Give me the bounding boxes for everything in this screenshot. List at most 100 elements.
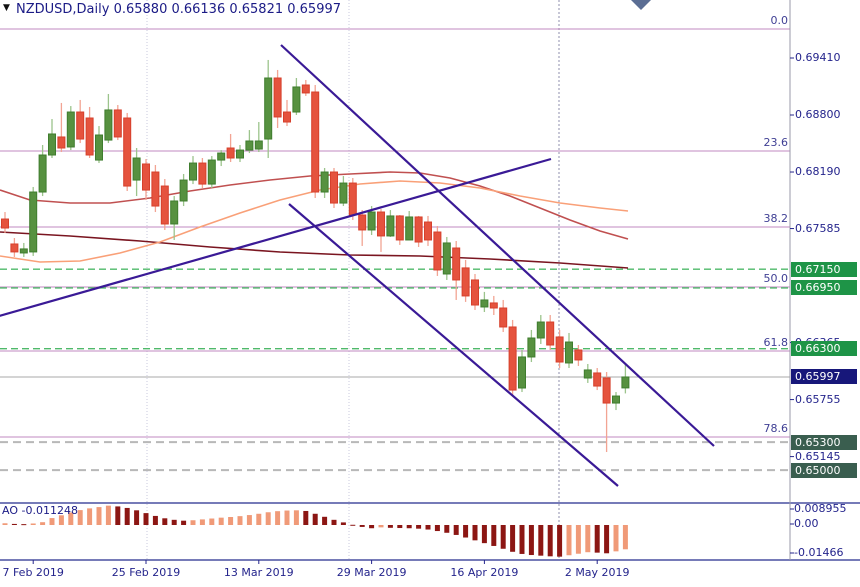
candle-body <box>395 215 404 241</box>
ao-histogram-bar <box>21 524 27 526</box>
candle-body <box>301 84 310 94</box>
ao-histogram-bar <box>284 510 290 525</box>
candle-body <box>442 242 451 275</box>
candle-body <box>29 191 38 253</box>
candle-body <box>489 302 498 309</box>
ao-histogram-bar <box>538 525 544 556</box>
candle-body <box>527 337 536 358</box>
ao-histogram-bar <box>547 525 553 557</box>
ao-histogram-bar <box>228 517 234 525</box>
candle-body <box>123 117 132 187</box>
candle-body <box>536 321 545 339</box>
candle-body <box>292 86 301 113</box>
ao-histogram-bar <box>566 525 572 556</box>
candle-body <box>311 91 320 193</box>
ao-histogram-bar <box>519 525 525 554</box>
ao-histogram-bar <box>585 525 591 553</box>
ao-histogram-bar <box>246 515 252 525</box>
ao-histogram-bar <box>528 525 534 556</box>
candle-body <box>245 140 254 151</box>
ao-histogram-bar <box>293 510 299 525</box>
ao-histogram-bar <box>604 525 610 554</box>
ao-histogram-bar <box>331 519 337 525</box>
candle-body <box>160 185 169 225</box>
candle-body <box>48 133 56 156</box>
ao-histogram-bar <box>622 525 628 550</box>
ao-histogram-bar <box>115 506 121 525</box>
candle-body <box>198 162 207 185</box>
ao-histogram-bar <box>340 522 346 525</box>
candle-body <box>480 299 489 308</box>
ao-histogram-bar <box>134 510 140 525</box>
ao-histogram-bar <box>406 525 412 529</box>
candle-body <box>1 218 9 229</box>
candle-body <box>57 136 66 149</box>
ao-histogram-bar <box>369 525 375 529</box>
candle-body <box>330 171 338 204</box>
candle-body <box>85 117 94 156</box>
ao-histogram-bar <box>199 519 205 525</box>
ao-histogram-bar <box>2 523 8 525</box>
ao-histogram-bar <box>162 518 168 525</box>
ao-histogram-bar <box>58 515 64 525</box>
candle-body <box>593 372 602 387</box>
ao-histogram-bar <box>87 508 93 525</box>
ao-histogram-bar <box>453 525 459 535</box>
ao-histogram-bar <box>481 525 487 544</box>
ao-histogram-bar <box>378 525 384 528</box>
candle-body <box>386 215 395 237</box>
trendline <box>0 157 552 317</box>
candle-body <box>38 154 47 193</box>
ao-histogram-bar <box>557 525 563 557</box>
ao-histogram-bar <box>190 520 196 525</box>
candle-body <box>179 179 188 202</box>
candle-body <box>142 163 150 191</box>
candle-body <box>583 369 592 379</box>
ma-mid-red <box>0 171 629 240</box>
candle-body <box>358 214 367 231</box>
candle-body <box>283 111 291 123</box>
candle-body <box>367 211 376 231</box>
ao-histogram-bar <box>613 525 619 552</box>
ao-histogram-bar <box>275 511 281 525</box>
ao-histogram-bar <box>218 517 224 525</box>
ao-histogram-bar <box>312 513 318 525</box>
ao-histogram-bar <box>359 525 365 527</box>
candle-body <box>565 341 573 364</box>
candle-body <box>151 171 160 207</box>
candle-body <box>95 134 103 161</box>
ao-histogram-bar <box>303 510 309 525</box>
candle-body <box>76 111 85 140</box>
candle-body <box>217 152 226 161</box>
ao-histogram-bar <box>11 523 17 525</box>
ao-histogram-bar <box>594 525 600 553</box>
candle-body <box>405 216 414 241</box>
candle-body <box>471 279 479 306</box>
ao-histogram-bar <box>181 520 187 525</box>
candle-body <box>424 221 432 241</box>
trendline <box>288 203 619 487</box>
ao-histogram-bar <box>77 510 83 525</box>
candle-body <box>555 336 564 363</box>
candle-body <box>207 159 216 185</box>
candle-body <box>518 356 526 389</box>
ao-histogram-bar <box>265 512 271 525</box>
candle-body <box>612 395 620 404</box>
ao-histogram-bar <box>350 524 356 526</box>
candle-body <box>189 162 197 181</box>
ao-histogram-bar <box>575 525 581 554</box>
ao-histogram-bar <box>322 516 328 525</box>
candle-body <box>19 248 28 254</box>
candle-body <box>226 147 235 159</box>
candle-body <box>621 376 630 389</box>
ao-histogram-bar <box>96 507 102 525</box>
candle-body <box>574 349 583 361</box>
ao-histogram-bar <box>416 525 422 529</box>
candle-body <box>273 77 282 118</box>
candle-body <box>433 231 442 271</box>
ao-histogram-bar <box>491 525 497 546</box>
ao-histogram-bar <box>237 516 243 525</box>
ao-histogram-bar <box>105 505 111 525</box>
